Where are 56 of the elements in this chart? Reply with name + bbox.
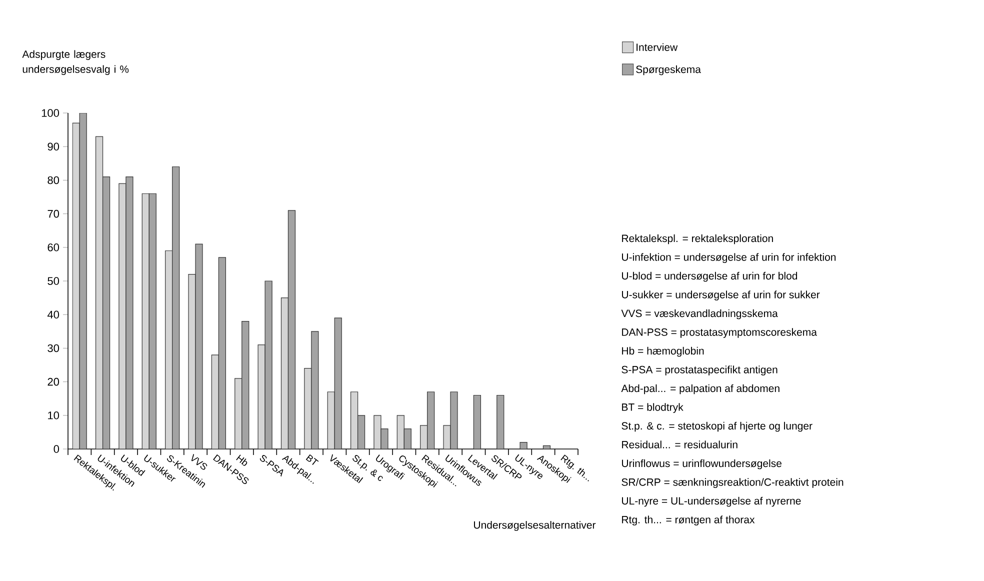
text: VVS = væskevandladningsskema: [621, 309, 778, 320]
bar: [357, 415, 366, 449]
text: Rtg. th... = røntgen af thorax: [622, 516, 755, 526]
bar: [473, 394, 481, 449]
bar: [350, 392, 358, 449]
bar: [396, 415, 404, 449]
bar: [327, 392, 335, 449]
bar: [280, 298, 289, 449]
x-axis-title: Undersøgelsesalternativer: [474, 521, 596, 531]
bar: [304, 368, 312, 449]
bar: [95, 136, 104, 449]
text: U-infektion = undersøgelse af urin for infektion: [622, 253, 836, 263]
text: U-blod = undersøgelse af urin for blod: [622, 272, 798, 282]
text: Residual... = residualurin: [622, 440, 738, 448]
y-tick-label: 20: [48, 378, 60, 386]
text: UL-nyre = UL-undersøgelse af nyrerne: [622, 496, 801, 507]
bar: [334, 318, 342, 449]
bar: [427, 392, 435, 449]
text: BT = blodtryk: [622, 403, 684, 413]
text: DAN-PSS = prostatasymptomscoreskema: [622, 328, 817, 338]
bar: [142, 193, 150, 449]
legend-label: Spørgeskema: [636, 65, 701, 76]
bar: [165, 250, 173, 449]
bar: [102, 176, 110, 449]
text: Hb = hæmoglobin: [622, 346, 704, 357]
text: St.p. & c. = stetoskopi af hjerte og lunger: [622, 422, 812, 432]
y-tick-label: 80: [48, 176, 60, 184]
y-tick-label: 30: [48, 344, 60, 352]
y-tick-label: 40: [47, 310, 60, 318]
bar: [234, 378, 242, 449]
y-tick-label: 100: [42, 109, 60, 117]
bar: [211, 354, 219, 449]
bar: [288, 210, 296, 449]
y-tick-label: 0: [54, 445, 60, 453]
legend-label: Interview: [636, 43, 678, 51]
bar: [496, 394, 504, 449]
y-tick-label: 70: [48, 210, 60, 218]
bar: [79, 112, 87, 449]
bar: [242, 321, 250, 449]
text: Urinflowus = urinflowundersøgelse: [622, 459, 782, 470]
text: S-PSA = prostataspecifikt antigen: [622, 366, 778, 376]
bar: [404, 428, 412, 449]
text: SR/CRP = sænkningsreaktion/C-reaktivt protein: [622, 478, 844, 488]
text: Abd-pal... = palpation af abdomen: [621, 384, 780, 394]
bar: [311, 331, 319, 449]
y-tick-label: 10: [48, 412, 60, 420]
y-axis-title: Adspurgte lægers undersøgelsesvalg i %: [22, 50, 129, 75]
y-tick-label: 60: [48, 244, 60, 252]
bar: [72, 122, 80, 449]
bar: [172, 166, 180, 449]
bar: [218, 257, 226, 449]
y-tick-label: 50: [48, 277, 60, 285]
y-tick-label: 90: [48, 142, 60, 150]
text: U-sukker = undersøgelse af urin for sukker: [622, 290, 820, 300]
text: Rektalekspl. = rektaleksploration: [622, 234, 773, 244]
bar: [148, 193, 156, 449]
